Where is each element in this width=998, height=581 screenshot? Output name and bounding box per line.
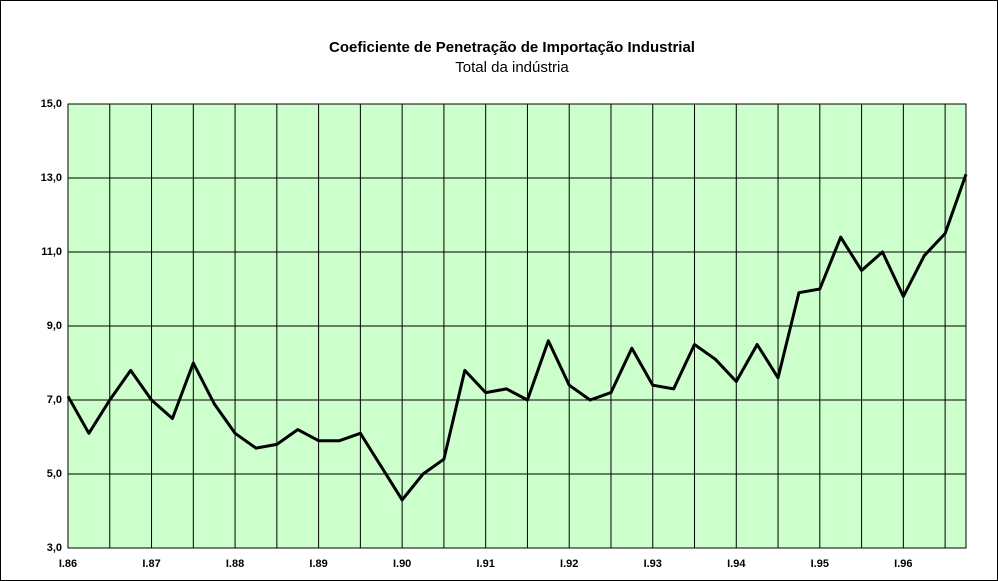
y-tick-label: 3,0 bbox=[47, 542, 62, 554]
x-tick-label: I.93 bbox=[644, 558, 662, 570]
y-tick-label: 5,0 bbox=[47, 468, 62, 480]
y-tick-label: 15,0 bbox=[41, 98, 62, 110]
x-tick-label: I.86 bbox=[59, 558, 77, 570]
chart-title: Coeficiente de Penetração de Importação … bbox=[329, 39, 695, 56]
x-tick-label: I.88 bbox=[226, 558, 244, 570]
x-tick-label: I.92 bbox=[560, 558, 578, 570]
chart-subtitle: Total da indústria bbox=[455, 59, 569, 76]
line-series bbox=[66, 173, 968, 502]
x-tick-label: I.95 bbox=[811, 558, 829, 570]
y-tick-label: 11,0 bbox=[41, 246, 62, 258]
y-tick-label: 9,0 bbox=[47, 320, 62, 332]
y-tick-label: 13,0 bbox=[41, 172, 62, 184]
x-tick-label: I.87 bbox=[142, 558, 160, 570]
x-tick-label: I.89 bbox=[309, 558, 327, 570]
x-tick-label: I.91 bbox=[476, 558, 494, 570]
x-tick-label: I.90 bbox=[393, 558, 411, 570]
y-tick-label: 7,0 bbox=[47, 394, 62, 406]
x-tick-label: I.94 bbox=[727, 558, 746, 570]
x-tick-label: I.96 bbox=[894, 558, 912, 570]
